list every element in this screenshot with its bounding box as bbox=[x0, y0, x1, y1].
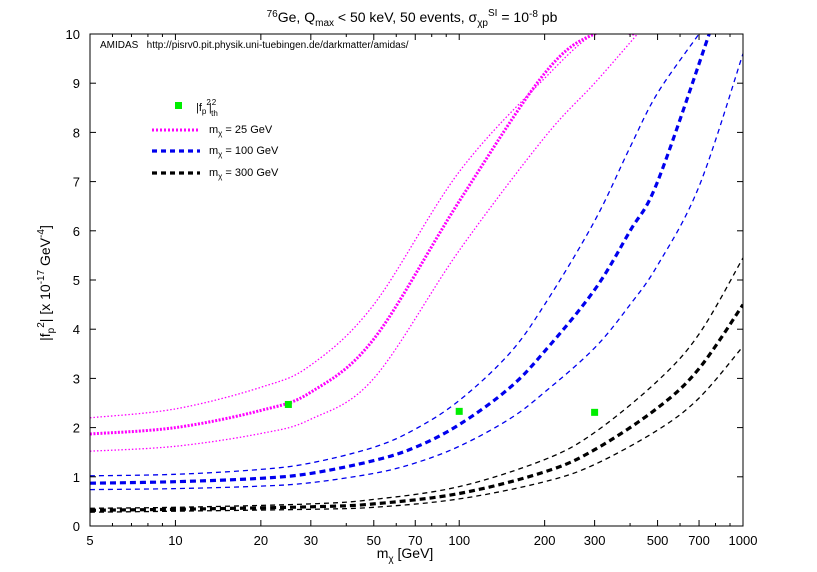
x-tick-label: 20 bbox=[254, 533, 268, 548]
legend-label-300gev: mχ = 300 GeV bbox=[209, 167, 279, 181]
x-tick-label: 100 bbox=[448, 533, 470, 548]
y-tick-label: 8 bbox=[73, 125, 80, 140]
y-tick-label: 6 bbox=[73, 224, 80, 239]
y-tick-label: 1 bbox=[73, 470, 80, 485]
x-tick-label: 500 bbox=[647, 533, 669, 548]
y-tick-label: 0 bbox=[73, 519, 80, 534]
theory-point bbox=[455, 407, 463, 415]
theory-point bbox=[591, 408, 599, 416]
y-tick-label: 3 bbox=[73, 371, 80, 386]
theory-points-layer bbox=[284, 400, 599, 416]
series-line-lower bbox=[90, 34, 638, 452]
plot-area: 5 10 20 30 50 70 100 200 300 500 700 1000 0 1 2 3 4 5 6 7 8… bbox=[66, 27, 758, 548]
series-line-upper bbox=[90, 34, 631, 419]
x-axis-label: mχ [GeV] bbox=[377, 545, 434, 565]
legend-label-theory: |fp2|2 th bbox=[196, 98, 218, 118]
legend: |fp2|2 th mχ = 25 GeV mχ = 100 GeV mχ = 3… bbox=[152, 98, 279, 181]
y-tick-label: 2 bbox=[73, 421, 80, 436]
x-tick-label: 5 bbox=[86, 533, 93, 548]
x-tick-label: 30 bbox=[304, 533, 318, 548]
y-tick-label: 9 bbox=[73, 76, 80, 91]
chart-title: 76Ge, Qmax < 50 keV, 50 events, σχpSI = … bbox=[267, 8, 558, 29]
y-tick-label: 5 bbox=[73, 273, 80, 288]
x-tick-label: 1000 bbox=[729, 533, 758, 548]
amidas-annotation: AMIDAS http://pisrv0.pit.physik.uni-tueb… bbox=[100, 40, 409, 51]
x-tick-label: 300 bbox=[584, 533, 606, 548]
x-tick-label: 70 bbox=[408, 533, 422, 548]
series-line-central bbox=[90, 34, 711, 485]
series-line-lower bbox=[90, 345, 743, 513]
y-tick-label: 10 bbox=[66, 27, 80, 42]
x-tick-label: 10 bbox=[168, 533, 182, 548]
theory-point bbox=[284, 400, 292, 408]
series-line-upper bbox=[90, 257, 743, 509]
y-tick-label: 7 bbox=[73, 175, 80, 190]
plot-frame bbox=[89, 33, 744, 527]
legend-label-25gev: mχ = 25 GeV bbox=[209, 124, 273, 138]
y-tick-label: 4 bbox=[73, 322, 80, 337]
y-axis-ticks: 0 1 2 3 4 5 6 7 8 9 10 bbox=[66, 27, 743, 534]
series-line-central bbox=[90, 34, 635, 436]
y-axis-label: |fp2| [x 10-17 GeV-4] bbox=[36, 225, 57, 341]
legend-label-100gev: mχ = 100 GeV bbox=[209, 145, 279, 159]
curves-layer bbox=[90, 34, 743, 513]
legend-swatch-theory bbox=[175, 102, 182, 109]
x-tick-label: 700 bbox=[688, 533, 710, 548]
x-tick-label: 50 bbox=[367, 533, 381, 548]
x-axis-ticks: 5 10 20 30 50 70 100 200 300 500 700 1000 bbox=[86, 34, 757, 548]
series-line-central bbox=[90, 303, 743, 512]
series-line-upper bbox=[90, 34, 700, 477]
series-line-lower bbox=[90, 53, 743, 491]
x-tick-label: 200 bbox=[534, 533, 556, 548]
